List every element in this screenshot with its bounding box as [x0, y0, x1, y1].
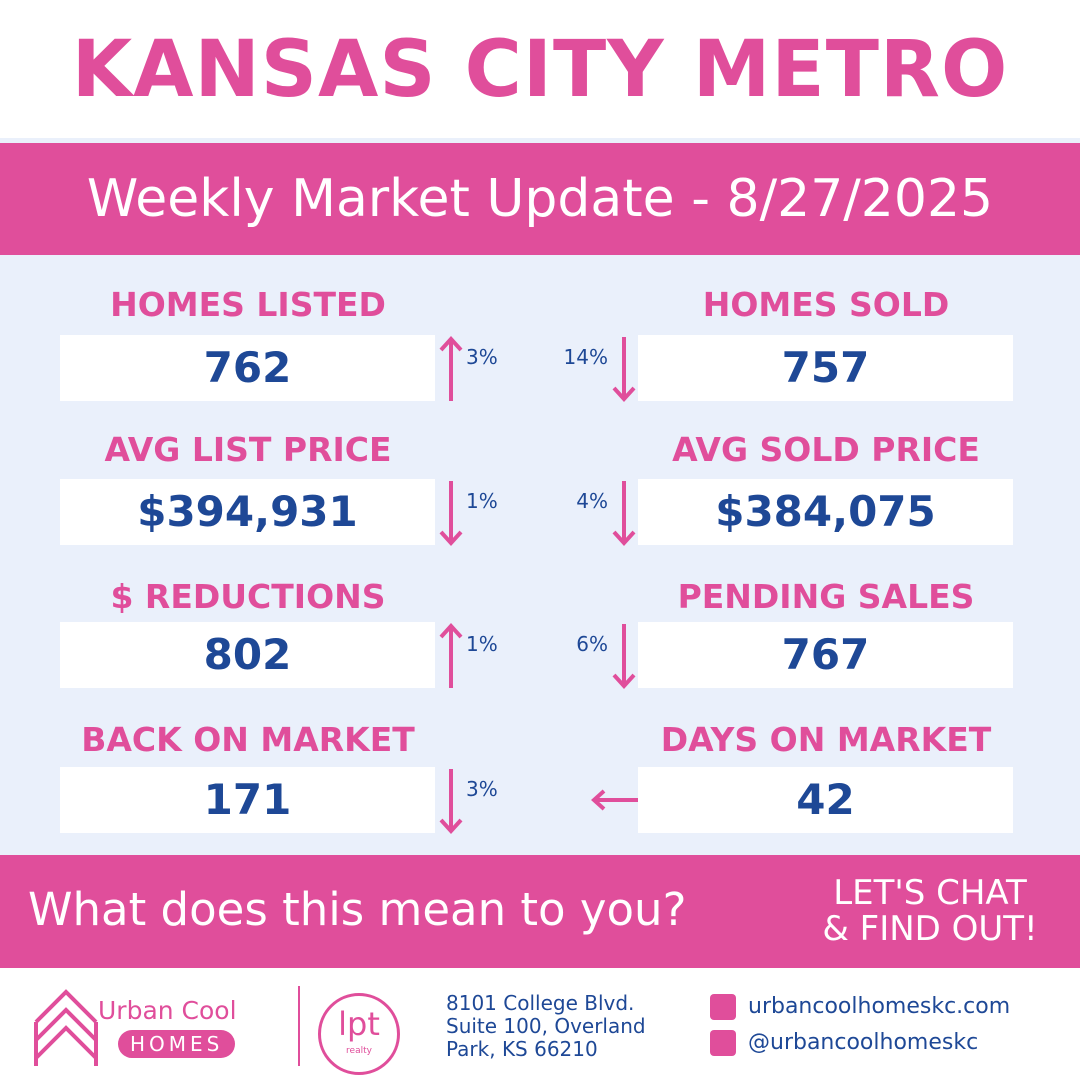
stat-label: AVG SOLD PRICE: [672, 430, 980, 469]
title: KANSAS CITY METRO: [0, 0, 1080, 138]
footer: Urban Cool HOMES lpt realty 8101 College…: [0, 968, 1080, 1080]
stat-value: 762: [60, 335, 435, 401]
cta-line: & FIND OUT!: [822, 909, 1038, 949]
address-line: Suite 100, Overland: [446, 1014, 646, 1038]
logo-mark: [34, 989, 98, 1066]
trend-arrow: [612, 624, 636, 689]
stat-change: 3%: [466, 345, 498, 369]
stat-change: 6%: [576, 632, 608, 656]
brand: Urban Cool: [98, 996, 237, 1025]
trend-arrow: [439, 336, 463, 401]
stat-value: 802: [60, 622, 435, 688]
stat-change: 14%: [563, 345, 608, 369]
social[interactable]: @urbancoolhomeskc: [748, 1030, 979, 1055]
stat-value: 171: [60, 767, 435, 833]
website[interactable]: urbancoolhomeskc.com: [748, 994, 1011, 1019]
web-icon: [710, 994, 736, 1020]
stat-value: $394,931: [60, 479, 435, 545]
stat-label: DAYS ON MARKET: [660, 720, 992, 759]
subtitle: Weekly Market Update - 8/27/2025: [0, 143, 1080, 255]
stat-change: 1%: [466, 632, 498, 656]
stat-label: HOMES SOLD: [702, 285, 950, 324]
trend-arrow: [439, 623, 463, 688]
stat-label: HOMES LISTED: [110, 285, 386, 324]
stat-change: 1%: [466, 489, 498, 513]
stat-label: BACK ON MARKET: [81, 720, 415, 759]
address: 8101 College Blvd. Suite 100, Overland P…: [446, 992, 646, 1061]
stat-value: $384,075: [638, 479, 1013, 545]
cta-action[interactable]: LET'S CHAT & FIND OUT!: [800, 875, 1060, 947]
cta-band: What does this mean to you? LET'S CHAT &…: [0, 855, 1080, 968]
stat-value: 42: [638, 767, 1013, 833]
trend-arrow: [439, 481, 463, 546]
stat-label: PENDING SALES: [677, 577, 975, 616]
partner: lpt: [338, 1005, 380, 1043]
divider: [298, 986, 300, 1066]
trend-arrow: [612, 481, 636, 546]
cta-question: What does this mean to you?: [28, 883, 687, 936]
trend-arrow: [591, 789, 638, 811]
brand-sub: HOMES: [118, 1030, 236, 1058]
cta-line: LET'S CHAT: [833, 873, 1027, 913]
trend-arrow: [439, 769, 463, 834]
social-icon: [710, 1030, 736, 1056]
stat-label: AVG LIST PRICE: [104, 430, 392, 469]
stat-change: 4%: [576, 489, 608, 513]
stat-change: 3%: [466, 777, 498, 801]
stat-label: $ REDUCTIONS: [110, 577, 386, 616]
partner-sub: realty: [346, 1046, 372, 1056]
stat-value: 757: [638, 335, 1013, 401]
partner-logo: lpt realty: [318, 993, 400, 1075]
stat-value: 767: [638, 622, 1013, 688]
address-line: Park, KS 66210: [446, 1037, 598, 1061]
trend-arrow: [612, 337, 636, 402]
address-line: 8101 College Blvd.: [446, 991, 635, 1015]
